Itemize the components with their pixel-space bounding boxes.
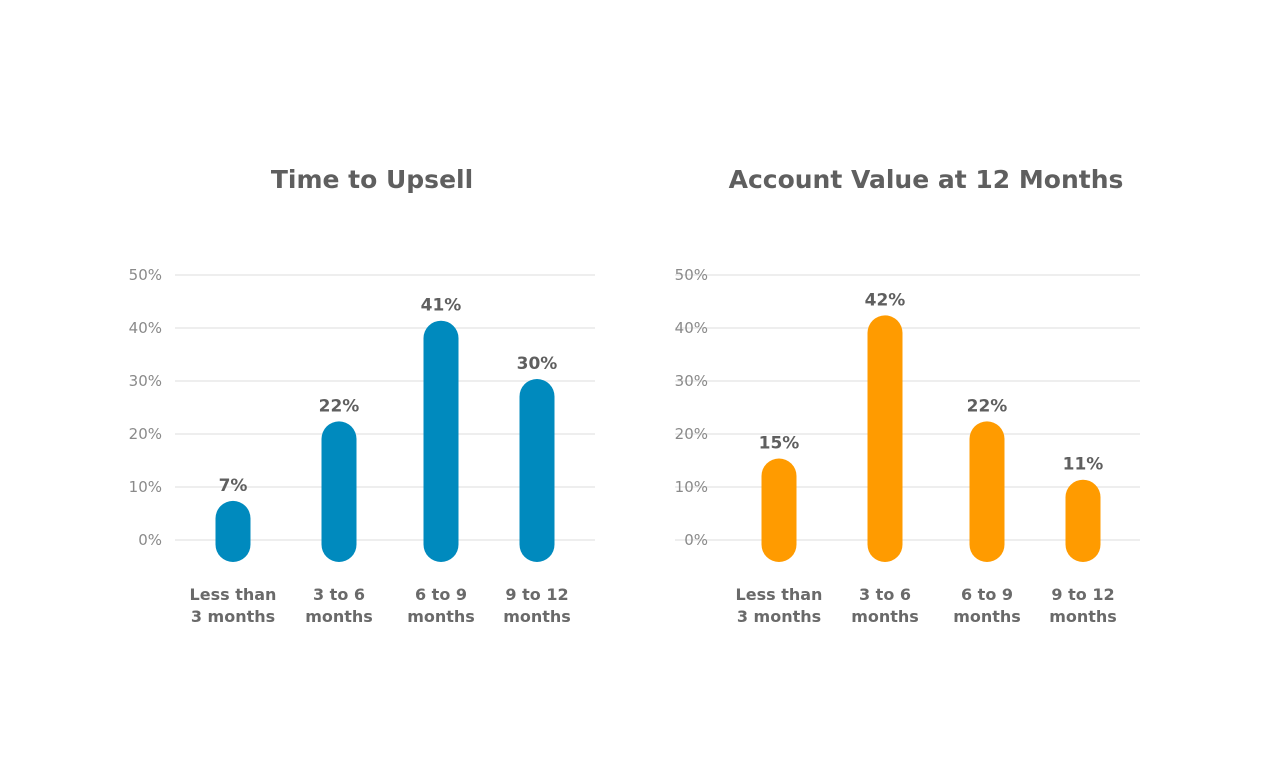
bar	[423, 320, 459, 562]
y-tick-label: 10%	[675, 478, 708, 496]
y-tick-label: 50%	[675, 266, 708, 284]
data-label: 30%	[517, 354, 558, 374]
bar	[761, 458, 797, 562]
data-label: 41%	[421, 296, 462, 316]
chart-1: Time to Upsell 0% 10% 20% 30% 40% 50% 7% Less th…	[129, 165, 595, 626]
bar	[1065, 479, 1101, 562]
y-tick-label: 50%	[129, 266, 162, 284]
x-category-label: 9 to 12	[505, 585, 568, 604]
data-label: 11%	[1063, 455, 1104, 475]
x-category-label: 9 to 12	[1051, 585, 1114, 604]
x-category-label: 3 to 6	[859, 585, 911, 604]
x-category-label: months	[407, 607, 475, 626]
x-category-label: months	[305, 607, 373, 626]
y-tick-label: 10%	[129, 478, 162, 496]
bar	[215, 500, 251, 562]
x-category-label: months	[1049, 607, 1117, 626]
data-label: 22%	[967, 396, 1008, 416]
x-category-label: 6 to 9	[415, 585, 467, 604]
chart-title: Account Value at 12 Months	[729, 165, 1124, 194]
x-category-label: 3 months	[737, 607, 821, 626]
bar	[867, 315, 903, 562]
x-category-label: 3 to 6	[313, 585, 365, 604]
y-tick-label: 40%	[675, 319, 708, 337]
x-category-label: months	[503, 607, 571, 626]
chart-2: Account Value at 12 Months 0% 10% 20% 30% 40%…	[675, 165, 1140, 626]
y-tick-label: 0%	[138, 531, 162, 549]
x-category-label: months	[953, 607, 1021, 626]
y-tick-label: 30%	[675, 372, 708, 390]
y-tick-label: 20%	[129, 425, 162, 443]
data-label: 15%	[759, 434, 800, 454]
x-category-label: Less than	[190, 585, 277, 604]
x-category-label: 6 to 9	[961, 585, 1013, 604]
y-tick-label: 0%	[684, 531, 708, 549]
data-label: 42%	[865, 290, 906, 310]
y-tick-label: 20%	[675, 425, 708, 443]
y-tick-label: 40%	[129, 319, 162, 337]
x-category-label: 3 months	[191, 607, 275, 626]
x-category-label: months	[851, 607, 919, 626]
bar	[519, 379, 555, 562]
y-tick-label: 30%	[129, 372, 162, 390]
data-label: 22%	[319, 396, 360, 416]
bar	[321, 421, 357, 562]
chart-title: Time to Upsell	[271, 165, 473, 194]
data-label: 7%	[219, 476, 248, 496]
x-category-label: Less than	[736, 585, 823, 604]
bar	[969, 421, 1005, 562]
